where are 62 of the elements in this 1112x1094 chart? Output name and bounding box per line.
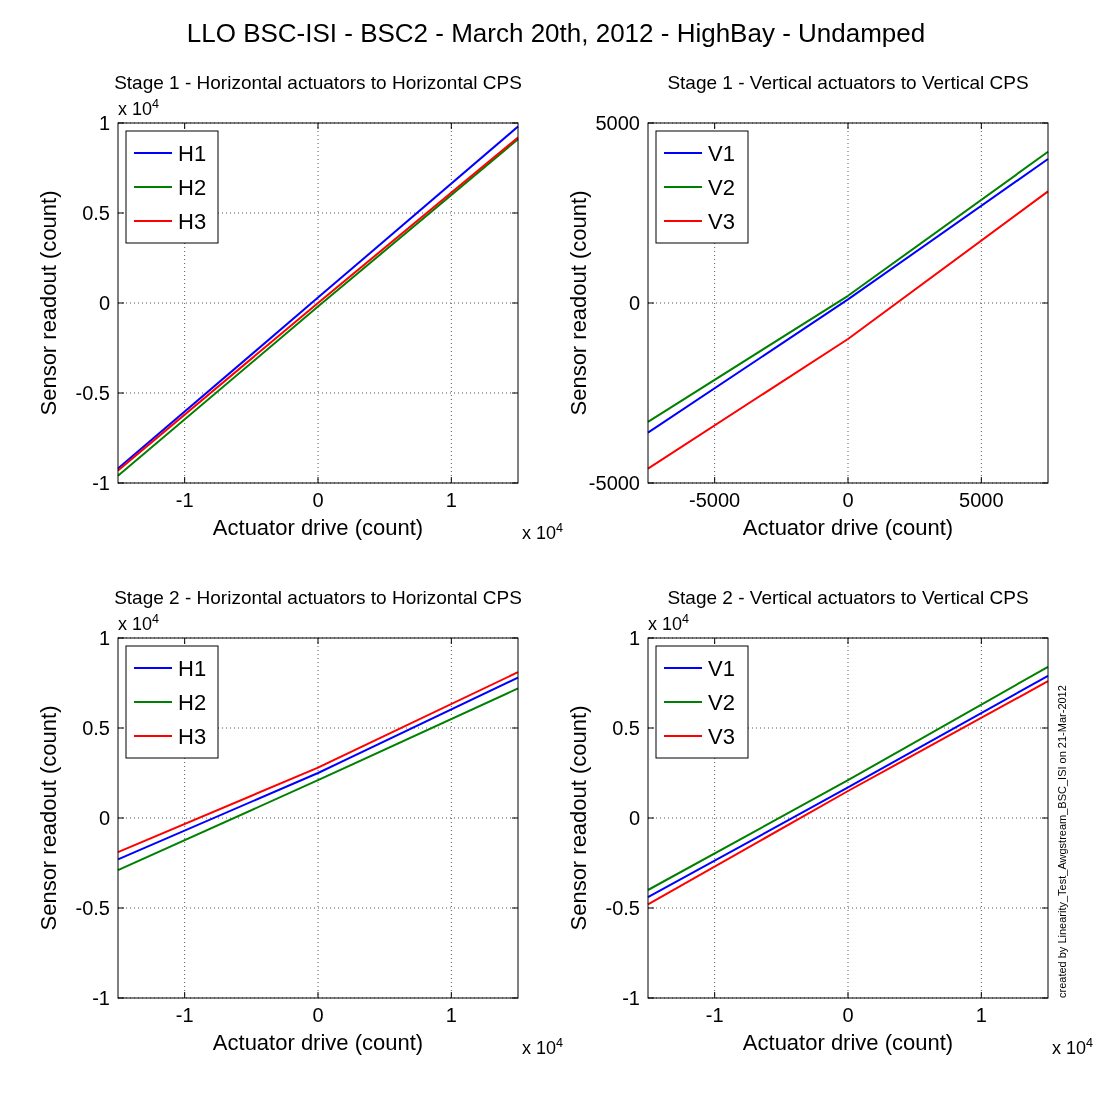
text: x 10$^{4}$ bbox=[522, 521, 564, 543]
legend-label: H2 bbox=[178, 175, 207, 200]
y-axis-title: Sensor readout (count) bbox=[566, 705, 591, 931]
y-axis-title: Sensor readout (count) bbox=[566, 190, 591, 416]
text: x 10$^{4}$ bbox=[118, 97, 160, 119]
x-tick-label: 0 bbox=[842, 489, 854, 511]
x-tick-label: 1 bbox=[445, 489, 457, 511]
chart-title: Stage 1 - Vertical actuators to Vertical CPS bbox=[667, 72, 1029, 93]
y-tick-label: 0 bbox=[628, 292, 640, 314]
x-tick-label: 0 bbox=[312, 489, 324, 511]
y-tick-label: 0 bbox=[98, 807, 110, 829]
y-tick-label: 1 bbox=[98, 627, 110, 649]
y-axis-title: Sensor readout (count) bbox=[36, 705, 61, 931]
y-tick-label: -0.5 bbox=[605, 897, 640, 919]
x-axis-title: Actuator drive (count) bbox=[212, 515, 424, 540]
y-tick-label: 0.5 bbox=[612, 717, 640, 739]
legend-label: H3 bbox=[178, 724, 207, 749]
text: x 10$^{4}$ bbox=[522, 1036, 564, 1058]
text: x 10$^{4}$ bbox=[118, 612, 160, 634]
y-tick-label: 0 bbox=[98, 292, 110, 314]
legend-label: H3 bbox=[178, 209, 207, 234]
x-axis-title: Actuator drive (count) bbox=[212, 1030, 424, 1055]
chart-title: LLO BSC-ISI - BSC2 - March 20th, 2012 - HighBay - Undamped bbox=[186, 18, 926, 48]
y-tick-label: 0.5 bbox=[82, 202, 110, 224]
y-tick-label: -0.5 bbox=[75, 382, 110, 404]
legend-label: V3 bbox=[708, 724, 735, 749]
legend-label: H1 bbox=[178, 141, 207, 166]
legend-label: V1 bbox=[708, 656, 735, 681]
legend-label: V2 bbox=[708, 175, 735, 200]
legend-label: V3 bbox=[708, 209, 735, 234]
y-tick-label: -1 bbox=[92, 472, 110, 494]
y-tick-label: 0.5 bbox=[82, 717, 110, 739]
y-tick-label: 0 bbox=[628, 807, 640, 829]
x-tick-label: 1 bbox=[975, 1004, 987, 1026]
y-tick-label: -1 bbox=[92, 987, 110, 1009]
y-tick-label: 1 bbox=[98, 112, 110, 134]
x-tick-label: 0 bbox=[842, 1004, 854, 1026]
text: x 10$^{4}$ bbox=[648, 612, 690, 634]
x-tick-label: -1 bbox=[175, 1004, 194, 1026]
x-tick-label: 5000 bbox=[959, 489, 1004, 511]
legend-label: H2 bbox=[178, 690, 207, 715]
y-tick-label: 1 bbox=[628, 627, 640, 649]
x-axis-title: Actuator drive (count) bbox=[742, 1030, 954, 1055]
x-tick-label: -5000 bbox=[689, 489, 741, 511]
legend-label: V1 bbox=[708, 141, 735, 166]
x-tick-label: 1 bbox=[445, 1004, 457, 1026]
text: x 10$^{4}$ bbox=[1052, 1036, 1094, 1058]
chart-subtitle: Stage 1 - Horizontal actuators to Horizontal CPS bbox=[114, 72, 522, 93]
x-tick-label: 0 bbox=[312, 1004, 324, 1026]
y-axis-title: Sensor readout (count) bbox=[36, 190, 61, 416]
y-tick-label: -0.5 bbox=[75, 897, 110, 919]
y-tick-label: 5000 bbox=[595, 112, 640, 134]
y-tick-label: -5000 bbox=[588, 472, 640, 494]
y-tick-label: -1 bbox=[622, 987, 640, 1009]
legend-label: V2 bbox=[708, 690, 735, 715]
chart-title: Stage 2 - Vertical actuators to Vertical CPS bbox=[667, 587, 1029, 608]
x-axis-title: Actuator drive (count) bbox=[742, 515, 954, 540]
text: created by Linearity_Test_Awgstream_BSC_ISI on 21-Mar-2012 bbox=[1056, 685, 1068, 998]
x-tick-label: -1 bbox=[705, 1004, 724, 1026]
x-tick-label: -1 bbox=[175, 489, 194, 511]
legend-label: H1 bbox=[178, 656, 207, 681]
chart-title: Stage 2 - Horizontal actuators to Horizontal CPS bbox=[114, 587, 522, 608]
